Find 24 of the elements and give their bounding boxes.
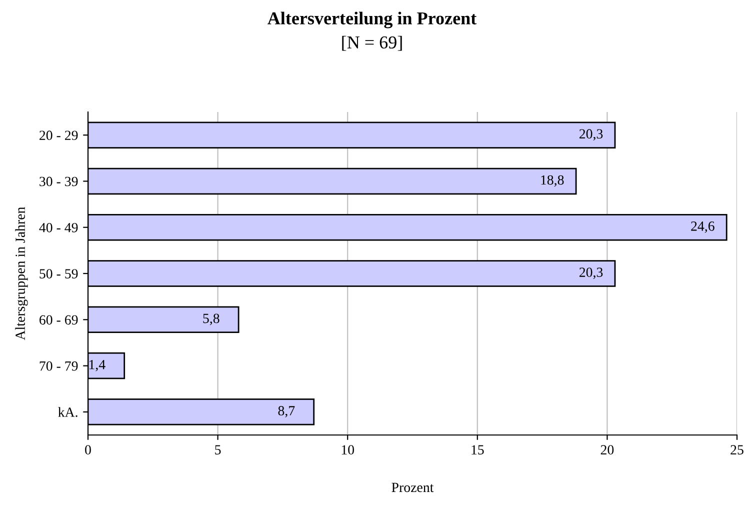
x-tick-label: 15	[472, 445, 484, 454]
chart-title: Altersverteilung in Prozent	[268, 12, 477, 28]
y-tick-label: 50 - 59	[40, 269, 78, 278]
chart-subtitle: [N = 69]	[342, 36, 402, 51]
x-tick-label: 25	[730, 445, 744, 454]
data-label: 8,7	[278, 406, 295, 418]
y-tick-label: 70 - 79	[40, 361, 78, 371]
y-tick-label: 40 - 49	[39, 222, 78, 232]
y-tick-label: 30 - 39	[40, 176, 78, 186]
data-label: 20,3	[579, 129, 603, 141]
y-tick-label: kA.	[58, 407, 78, 417]
x-tick-label: 10	[342, 445, 354, 454]
data-label: 20,3	[579, 268, 603, 279]
x-tick-label: 20	[600, 445, 614, 454]
y-tick-label: 20 - 29	[40, 130, 78, 140]
data-label: 1,4	[89, 360, 106, 372]
data-label: 5,8	[203, 314, 220, 326]
x-tick-label: 5	[215, 445, 221, 454]
data-label: 18,8	[541, 175, 564, 187]
x-tick-label: 0	[85, 445, 91, 454]
data-label: 24,6	[691, 222, 714, 233]
y-axis-title: Altersgruppen in Jahren	[15, 206, 28, 340]
y-tick-label: 60 - 69	[40, 315, 78, 325]
x-axis-title: Prozent	[392, 482, 434, 492]
